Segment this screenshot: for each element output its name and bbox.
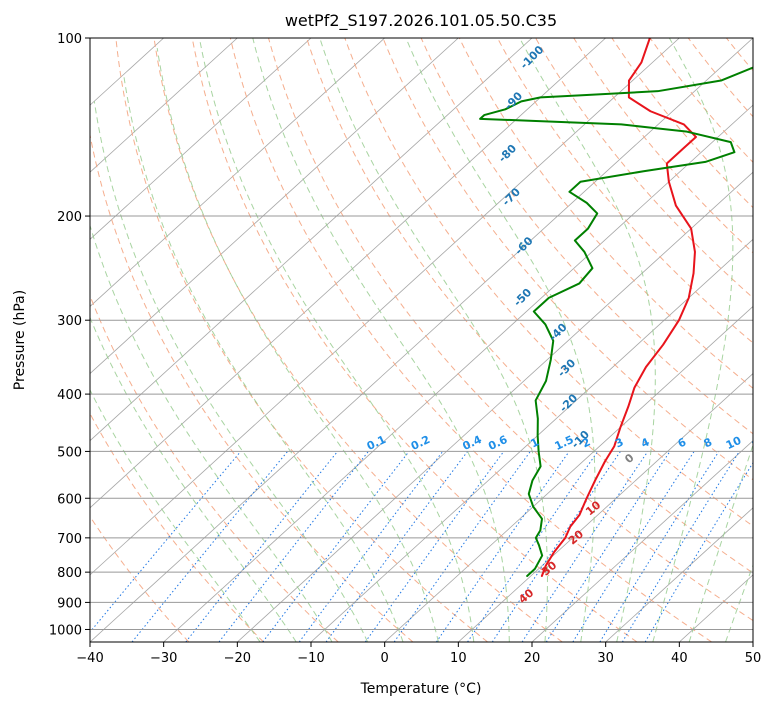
x-tick-label: 30 (597, 651, 614, 666)
moist-adiabat-line (319, 38, 548, 642)
x-tick-label: 20 (524, 651, 541, 666)
x-tick-label: −40 (76, 651, 103, 666)
isotherm-line (310, 238, 753, 642)
x-tick-label: −30 (150, 651, 177, 666)
y-axis-label: Pressure (hPa) (12, 290, 28, 390)
isotherm-line (90, 38, 459, 375)
temperature-profile-line (540, 38, 697, 577)
dry-adiabat-line (344, 38, 753, 527)
moist-adiabat-line (725, 563, 753, 642)
isotherm-line (90, 38, 680, 576)
y-tick-label: 400 (57, 388, 82, 403)
isotherm-line (90, 38, 606, 509)
y-tick-label: 300 (57, 314, 82, 329)
mixing-ratio-line (393, 451, 531, 642)
moist-adiabat-line (688, 443, 753, 642)
dry-adiabat-line (90, 515, 190, 642)
mixing-ratio-label: 13 (750, 434, 769, 452)
dry-adiabat-line (90, 132, 414, 642)
background-lines (90, 38, 753, 642)
x-tick-label: 40 (671, 651, 688, 666)
moist-adiabat-line (93, 101, 369, 642)
isotherm-line (458, 373, 753, 642)
dry-adiabat-line (191, 38, 638, 642)
mixing-ratio-line (521, 451, 649, 642)
dry-adiabat-line (229, 38, 712, 642)
moist-adiabat-line (90, 388, 261, 642)
isotherm-line (90, 38, 238, 173)
dry-adiabat-line (268, 38, 753, 622)
mixing-ratio-line (621, 451, 740, 642)
y-tick-label: 500 (57, 445, 82, 460)
isotherm-line (90, 38, 753, 642)
x-tick-label: −10 (297, 651, 324, 666)
isotherm-line (531, 440, 753, 642)
x-tick-label: 50 (745, 651, 762, 666)
mixing-ratio-line (599, 451, 720, 642)
moist-adiabat-line (652, 38, 734, 642)
mixing-ratio-line (325, 451, 468, 642)
moist-adiabat-line (198, 38, 475, 642)
y-tick-label: 700 (57, 532, 82, 547)
dry-adiabat-line (153, 38, 563, 642)
x-tick-label: 0 (381, 651, 389, 666)
chart-title: wetPf2_S197.2026.101.05.50.C35 (285, 11, 557, 31)
mixing-ratio-line (364, 451, 505, 642)
x-axis-label: Temperature (°C) (360, 681, 482, 697)
moist-adiabat-line (156, 47, 439, 642)
y-tick-label: 800 (57, 566, 82, 581)
y-axis-ticks: 100 200 300 400 500 600 700 800 900 1000 (49, 32, 90, 638)
y-tick-label: 200 (57, 210, 82, 225)
dry-adiabat-line (115, 38, 488, 642)
x-tick-label: −20 (224, 651, 251, 666)
dry-adiabat-line (306, 38, 753, 574)
moist-adiabat-line (252, 38, 510, 642)
dry-adiabat-line (90, 412, 264, 642)
dry-adiabat-line (535, 38, 753, 299)
mixing-ratio-line (262, 451, 410, 642)
x-axis-ticks: −40 −30 −20 −10 0 10 20 30 40 50 (76, 642, 761, 666)
mixing-ratio-line (90, 451, 242, 633)
isotherm-line (90, 38, 533, 442)
y-tick-label: 100 (57, 32, 82, 47)
sounding-series (479, 38, 753, 577)
plot-frame (89, 37, 754, 643)
moist-adiabat-line (123, 76, 404, 642)
y-tick-label: 900 (57, 596, 82, 611)
mixing-ratio-line (545, 451, 671, 642)
x-tick-label: 10 (450, 651, 467, 666)
isotherm-line (384, 305, 753, 642)
mixing-ratio-label: 10 (724, 434, 744, 452)
moist-adiabat-line (405, 38, 596, 642)
isotherm-line (90, 38, 312, 240)
mixing-ratio-line (185, 451, 338, 642)
mixing-ratio-line (298, 451, 444, 642)
isotherm-line (90, 38, 385, 307)
mixing-ratio-line (491, 451, 621, 642)
dewpoint-profile-line (479, 66, 753, 577)
mixing-ratio-line (131, 451, 288, 642)
mixing-ratio-line (467, 451, 599, 642)
isotherm-line (605, 507, 753, 642)
y-tick-label: 1000 (49, 623, 82, 638)
mixing-ratio-line (436, 451, 570, 642)
y-tick-label: 600 (57, 492, 82, 507)
isotherm-line (237, 171, 753, 642)
